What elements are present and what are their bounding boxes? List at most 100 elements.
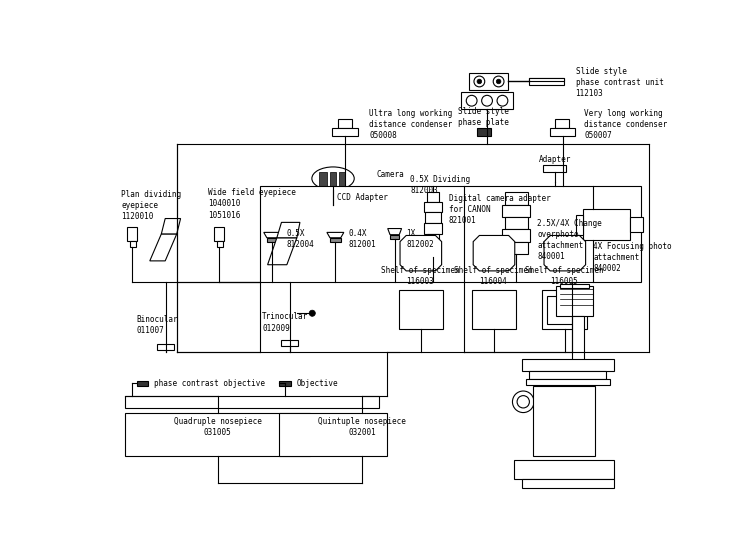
Bar (505, 242, 528, 254)
Bar (390, 234, 400, 240)
Bar (469, 73, 508, 90)
Circle shape (466, 95, 477, 106)
Polygon shape (137, 381, 148, 387)
Text: Adapter: Adapter (539, 155, 571, 164)
Bar (543, 165, 566, 172)
Text: Binocular
011007: Binocular 011007 (137, 315, 178, 335)
Polygon shape (161, 218, 181, 234)
Bar (399, 290, 443, 329)
Ellipse shape (147, 421, 180, 434)
Bar (529, 77, 564, 85)
Text: Slide style
phase contrast unit
112103: Slide style phase contrast unit 112103 (576, 67, 664, 98)
Bar (424, 223, 443, 234)
Text: phase contrast objective: phase contrast objective (155, 379, 266, 388)
Text: Objective: Objective (297, 379, 338, 388)
Bar (576, 214, 583, 234)
Text: Camera: Camera (376, 170, 404, 179)
Bar (332, 129, 357, 136)
Bar (572, 316, 584, 377)
Bar (217, 241, 223, 247)
Circle shape (497, 79, 501, 84)
Bar (125, 397, 380, 408)
Bar (127, 227, 138, 241)
Bar (281, 340, 298, 346)
Text: Shelf of specimen
116004: Shelf of specimen 116004 (454, 266, 533, 286)
Bar (555, 119, 568, 129)
Bar (505, 217, 528, 229)
Bar (502, 229, 530, 242)
Bar (502, 204, 530, 217)
Text: Wide field eyepiece
1040010
1051016: Wide field eyepiece 1040010 1051016 (209, 188, 296, 219)
Bar (522, 479, 614, 488)
Text: 0.5X
812004: 0.5X 812004 (287, 229, 314, 250)
Bar (427, 192, 440, 202)
Bar (130, 241, 136, 247)
Bar (319, 172, 327, 186)
Bar (542, 290, 587, 329)
Circle shape (309, 310, 315, 316)
Bar (522, 359, 614, 371)
Text: Digital camera adapter
for CANON
821001: Digital camera adapter for CANON 821001 (448, 194, 551, 225)
Bar (330, 172, 336, 186)
Circle shape (513, 391, 534, 413)
Text: 0.5X Dividing
812003: 0.5X Dividing 812003 (410, 174, 470, 195)
Polygon shape (149, 234, 177, 261)
Polygon shape (400, 236, 442, 271)
Text: Ultra long working
distance condenser
050008: Ultra long working distance condenser 05… (369, 109, 452, 140)
Bar (583, 209, 630, 240)
Polygon shape (388, 228, 402, 234)
Ellipse shape (292, 421, 325, 434)
Bar (427, 234, 440, 243)
Text: Very long working
distance condenser
050007: Very long working distance condenser 050… (584, 109, 667, 140)
Circle shape (494, 76, 504, 87)
Polygon shape (473, 236, 515, 271)
Polygon shape (268, 238, 297, 265)
Bar (425, 212, 441, 223)
Bar (214, 227, 224, 241)
Text: Plan dividing
eyepiece
1120010: Plan dividing eyepiece 1120010 (121, 190, 181, 221)
Polygon shape (279, 381, 291, 387)
Bar (514, 460, 614, 479)
Bar (534, 387, 595, 456)
Bar (477, 129, 491, 136)
Bar (560, 284, 590, 288)
Circle shape (482, 95, 492, 106)
Text: 2.5X/4X Change
overphoto
attachment
840001: 2.5X/4X Change overphoto attachment 8400… (537, 219, 602, 261)
Bar (158, 344, 175, 350)
Text: Quadruple nosepiece
031005: Quadruple nosepiece 031005 (174, 417, 261, 437)
Bar (125, 413, 310, 456)
Bar (461, 92, 514, 109)
Text: Shelf of specimen
116003: Shelf of specimen 116003 (381, 266, 460, 286)
Polygon shape (263, 232, 280, 238)
Polygon shape (544, 236, 585, 271)
Text: 0.4X
812001: 0.4X 812001 (349, 229, 376, 250)
Bar (471, 290, 517, 329)
Bar (339, 172, 346, 186)
Text: Shelf of specimen
116005: Shelf of specimen 116005 (525, 266, 603, 286)
Bar (428, 243, 438, 257)
Bar (279, 413, 387, 456)
Polygon shape (327, 232, 344, 238)
Text: Quintuple nosepiece
032001: Quintuple nosepiece 032001 (318, 417, 406, 437)
Bar (260, 186, 641, 282)
Ellipse shape (312, 167, 354, 190)
Text: Slide style
phase plate: Slide style phase plate (458, 107, 508, 127)
Text: 4X Focusing photo
attachment
840002: 4X Focusing photo attachment 840002 (593, 242, 672, 273)
Circle shape (477, 79, 482, 84)
Circle shape (517, 395, 529, 408)
Polygon shape (277, 222, 300, 238)
Polygon shape (529, 77, 564, 81)
Bar (547, 296, 582, 324)
Bar (630, 217, 643, 232)
Bar (556, 286, 593, 316)
Circle shape (497, 95, 508, 106)
Circle shape (474, 76, 485, 87)
Text: CCD Adapter: CCD Adapter (337, 193, 388, 202)
Text: 1X
812002: 1X 812002 (406, 229, 434, 250)
Text: Trinocular
012009: Trinocular 012009 (262, 312, 309, 333)
Bar (424, 202, 443, 212)
Bar (267, 238, 278, 242)
Bar (525, 379, 610, 385)
Bar (529, 371, 606, 379)
Bar (337, 119, 351, 129)
